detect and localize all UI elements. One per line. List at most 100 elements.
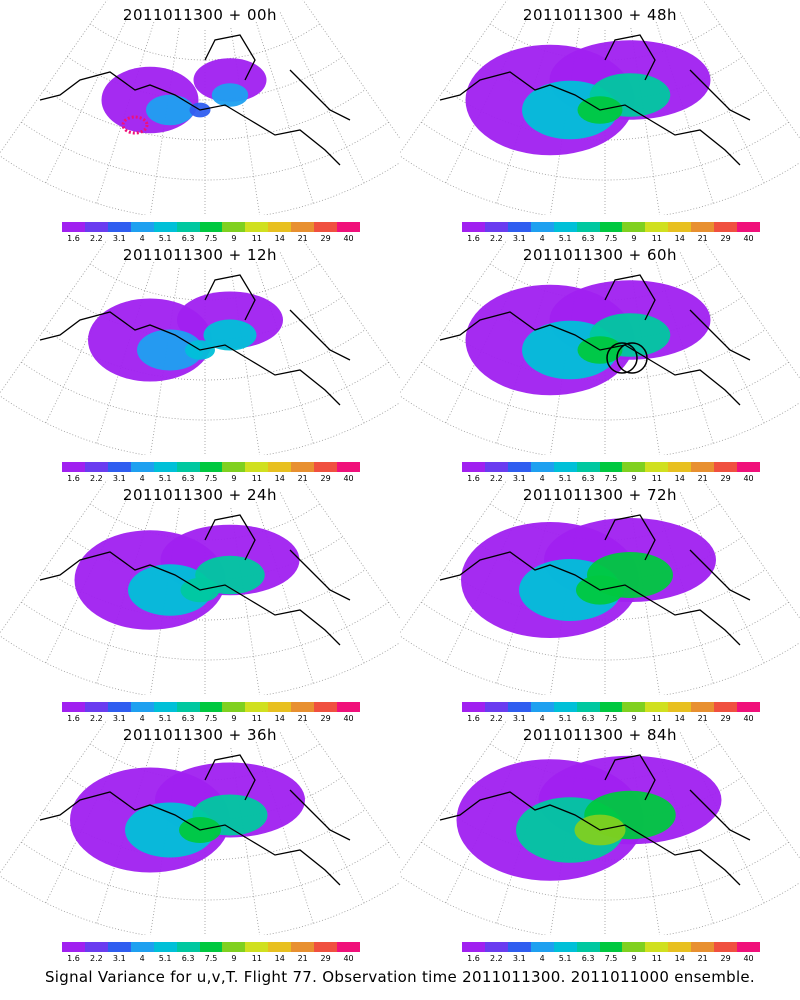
colorbar-swatch: [268, 942, 292, 952]
colorbar-swatch: [84, 462, 109, 472]
colorbar-swatch: [668, 462, 692, 472]
colorbar-swatch: [737, 702, 761, 712]
colorbar-swatch: [291, 942, 315, 952]
colorbar-tick-label: 4: [539, 474, 545, 483]
map-graticule: [0, 720, 400, 935]
map-panel: 2011011300 + 00h 1.6 2.2 3.1 4 5.1 6.3 7.5 9 11 14…: [0, 0, 400, 243]
panel-title: 2011011300 + 84h: [522, 726, 678, 744]
map-panel: 2011011300 + 84h 1.6 2.2 3.1 4 5.1 6.3 7.5 9 11 14…: [400, 720, 800, 963]
colorbar-tick-label: 7.5: [204, 714, 218, 723]
colorbar-tick-label: 3.1: [512, 714, 526, 723]
colorbar-tick-label: 7.5: [604, 474, 618, 483]
colorbar-tick-label: 29: [720, 714, 731, 723]
colorbar-ticks: 1.6 2.2 3.1 4 5.1 6.3 7.5 9 11 14 21 29 40: [62, 714, 360, 726]
colorbar-swatch: [530, 222, 555, 232]
colorbar-swatch: [107, 222, 132, 232]
colorbar-tick-label: 2.2: [90, 234, 103, 243]
colorbar: [62, 942, 361, 952]
colorbar-swatch: [337, 942, 361, 952]
colorbar-tick-label: 6.3: [581, 234, 595, 243]
colorbar-tick-label: 11: [251, 714, 262, 723]
colorbar-swatch: [314, 462, 338, 472]
colorbar-ticks: 1.6 2.2 3.1 4 5.1 6.3 7.5 9 11 14 21 29 40: [462, 714, 760, 726]
colorbar-swatch: [622, 702, 646, 712]
colorbar-swatch: [222, 942, 246, 952]
colorbar-swatch: [314, 702, 338, 712]
colorbar-tick-label: 1.6: [67, 474, 80, 483]
colorbar-swatch: [576, 702, 601, 712]
figure-caption: Signal Variance for u,v,T. Flight 77. Ob…: [44, 968, 756, 986]
colorbar-tick-label: 6.3: [181, 954, 195, 963]
colorbar-swatch: [153, 462, 178, 472]
colorbar-tick-label: 4: [539, 954, 545, 963]
colorbar-tick-label: 21: [297, 474, 308, 483]
coastline: [439, 754, 751, 886]
map-panel: 2011011300 + 60h 1.6 2.2 3.1 4 5.1 6.3 7.5 9 11 14…: [400, 240, 800, 483]
colorbar-tick-label: 4: [539, 714, 545, 723]
colorbar-tick-label: 1.6: [67, 234, 80, 243]
colorbar-swatch: [245, 222, 269, 232]
colorbar-tick-label: 21: [297, 954, 308, 963]
colorbar-swatch: [199, 702, 223, 712]
colorbar-swatch: [576, 942, 601, 952]
colorbar-tick-label: 7.5: [604, 714, 618, 723]
colorbar-tick-label: 40: [343, 954, 354, 963]
colorbar-tick-label: 9: [231, 474, 237, 483]
colorbar-swatch: [737, 942, 761, 952]
colorbar-swatch: [714, 942, 738, 952]
variance-field: [70, 762, 305, 873]
colorbar-swatch: [507, 462, 532, 472]
coastline: [39, 754, 351, 886]
colorbar-tick-label: 1.6: [467, 954, 480, 963]
map-plot: [400, 480, 800, 695]
colorbar-swatch: [737, 462, 761, 472]
observation-marker: [121, 115, 149, 135]
colorbar-swatch: [245, 942, 269, 952]
colorbar-swatch: [737, 222, 761, 232]
map-panel: 2011011300 + 48h 1.6 2.2 3.1 4 5.1 6.3 7.5 9 11 14…: [400, 0, 800, 243]
colorbar-swatch: [576, 222, 601, 232]
colorbar-swatch: [337, 702, 361, 712]
colorbar-swatch: [530, 462, 555, 472]
colorbar-swatch: [691, 702, 715, 712]
colorbar-tick-label: 40: [343, 234, 354, 243]
colorbar-swatch: [107, 702, 132, 712]
map-panel: 2011011300 + 36h 1.6 2.2 3.1 4 5.1 6.3 7.5 9 11 14…: [0, 720, 400, 963]
colorbar-swatch: [222, 222, 246, 232]
colorbar-tick-label: 4: [539, 234, 545, 243]
colorbar-tick-label: 9: [631, 234, 637, 243]
colorbar-swatch: [576, 462, 601, 472]
coastline: [439, 274, 751, 406]
panel-title: 2011011300 + 36h: [122, 726, 278, 744]
colorbar-swatch: [484, 462, 509, 472]
colorbar-swatch: [530, 942, 555, 952]
colorbar-tick-label: 2.2: [490, 474, 503, 483]
colorbar-tick-label: 4: [139, 954, 145, 963]
colorbar-tick-label: 40: [343, 714, 354, 723]
colorbar-tick-label: 3.1: [512, 954, 526, 963]
panel-title: 2011011300 + 00h: [122, 6, 278, 24]
colorbar: [62, 222, 361, 232]
colorbar-tick-label: 40: [343, 474, 354, 483]
colorbar-tick-label: 2.2: [490, 234, 503, 243]
colorbar-tick-label: 3.1: [112, 954, 126, 963]
colorbar-swatch: [645, 462, 669, 472]
colorbar-tick-label: 40: [743, 234, 754, 243]
colorbar-swatch: [153, 942, 178, 952]
colorbar: [462, 222, 761, 232]
colorbar-swatch: [291, 222, 315, 232]
colorbar-tick-label: 4: [139, 714, 145, 723]
coastline: [439, 34, 751, 166]
colorbar-swatch: [107, 942, 132, 952]
colorbar-swatch: [176, 462, 201, 472]
colorbar-swatch: [62, 702, 86, 712]
colorbar-swatch: [599, 942, 623, 952]
colorbar-ticks: 1.6 2.2 3.1 4 5.1 6.3 7.5 9 11 14 21 29 40: [62, 234, 360, 246]
colorbar-tick-label: 11: [651, 474, 662, 483]
colorbar-tick-label: 11: [651, 234, 662, 243]
map-plot: [0, 720, 400, 935]
colorbar-swatch: [691, 462, 715, 472]
colorbar-tick-label: 14: [274, 714, 285, 723]
coastline: [39, 274, 351, 406]
colorbar-tick-label: 21: [297, 714, 308, 723]
